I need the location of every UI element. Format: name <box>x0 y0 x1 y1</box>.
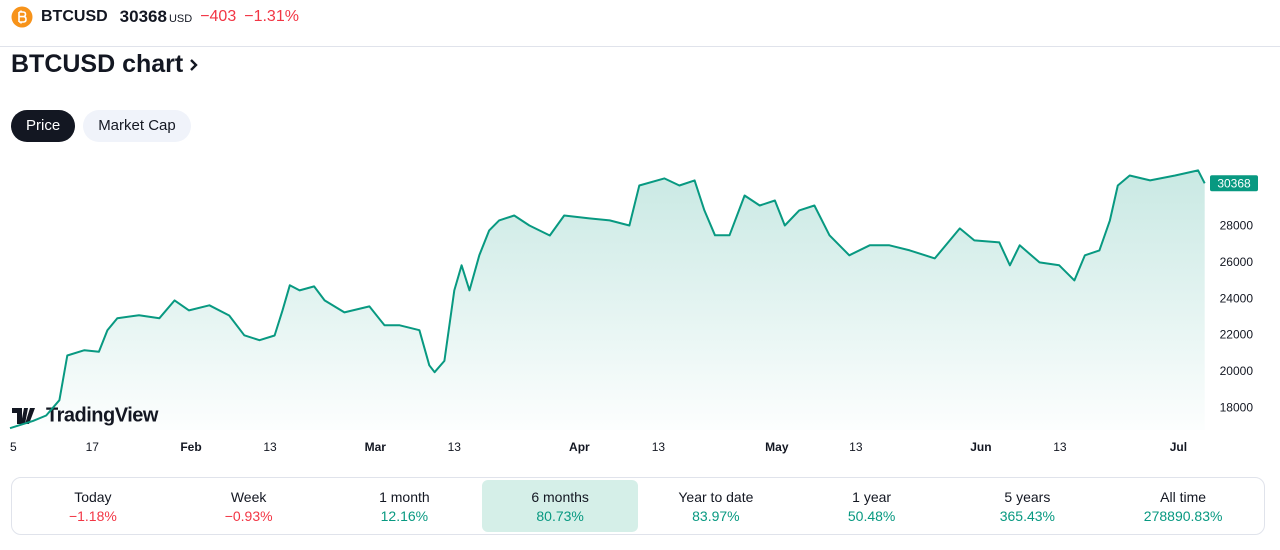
period[interactable]: 1 month 12.16% <box>327 480 483 532</box>
period-label: Week <box>230 488 267 505</box>
x-tick-label: 13 <box>849 440 863 454</box>
price: 30368 <box>119 7 167 26</box>
change: −403 <box>200 8 237 25</box>
period-change: −0.93% <box>224 507 273 524</box>
period-label: Year to date <box>678 488 754 505</box>
period[interactable]: 5 years 365.43% <box>950 480 1106 532</box>
period-change: 50.48% <box>847 507 896 524</box>
symbol-header: BTCUSD 30368 USD −403 −1.31% <box>11 6 299 28</box>
divider <box>0 46 1280 47</box>
x-tick-label: 13 <box>448 440 462 454</box>
y-tick-label: 20000 <box>1220 364 1254 378</box>
x-tick-label: Jul <box>1170 440 1187 454</box>
x-tick-label: Mar <box>365 440 387 454</box>
branding: TradingView <box>46 404 159 426</box>
y-tick-label: 18000 <box>1220 400 1254 414</box>
period-change: 365.43% <box>999 507 1056 524</box>
symbol[interactable]: BTCUSD <box>41 8 108 25</box>
y-tick-label: 26000 <box>1220 255 1254 269</box>
x-tick-label: May <box>765 440 789 454</box>
period-change: −1.18% <box>68 507 117 524</box>
title: BTCUSD chart <box>11 50 184 78</box>
period-label: 6 months <box>531 488 589 505</box>
period-change: 12.16% <box>380 507 429 524</box>
x-tick-label: Apr <box>569 440 590 454</box>
x-tick-label: Jun <box>970 440 991 454</box>
y-tick-label: 22000 <box>1220 328 1254 342</box>
coin-icon <box>11 6 33 28</box>
period[interactable]: All time 278890.83% <box>1105 480 1261 532</box>
period[interactable]: Today −1.18% <box>15 480 171 532</box>
chart: TradingView 18000 20000 22000 24000 26000 280… <box>9 169 1258 454</box>
chevron <box>190 58 198 71</box>
period-label: 1 month <box>379 488 430 505</box>
y-tick-label: 24000 <box>1220 291 1254 305</box>
currency: USD <box>168 13 193 25</box>
period[interactable]: 6 months 80.73% <box>482 480 638 532</box>
period-bar: Today −1.18% Week −0.93% 1 month 12.16% 6 mont… <box>11 477 1265 535</box>
tab[interactable]: Price <box>11 110 76 142</box>
y-tick-label: 28000 <box>1220 219 1254 233</box>
chart-link[interactable]: BTCUSD chart <box>11 50 199 79</box>
period-label: All time <box>1160 488 1207 505</box>
x-tick-label: 13 <box>1053 440 1067 454</box>
last-price-tag <box>1210 175 1258 192</box>
period-label: 5 years <box>1004 488 1051 505</box>
x-tick-label: Feb <box>180 440 201 454</box>
tab[interactable]: Market Cap <box>83 110 191 142</box>
x-tick-label: 17 <box>86 440 100 454</box>
x-tick-label: 13 <box>652 440 666 454</box>
last-price-label: 30368 <box>1217 176 1251 190</box>
period[interactable]: Week −0.93% <box>171 480 327 532</box>
period-label: 1 year <box>852 488 892 505</box>
area-fill <box>10 170 1205 430</box>
price-line <box>9 169 1206 430</box>
period-change: 83.97% <box>692 507 740 524</box>
x-tick-label: 5 <box>10 440 17 454</box>
period-label: Today <box>74 488 112 505</box>
period[interactable]: Year to date 83.97% <box>638 480 794 532</box>
period[interactable]: 1 year 50.48% <box>794 480 950 532</box>
x-tick-label: 13 <box>263 440 277 454</box>
period-change: 278890.83% <box>1143 507 1223 524</box>
change-percent: −1.31% <box>244 8 299 25</box>
period-change: 80.73% <box>536 507 584 524</box>
watermark: TradingView <box>12 404 159 426</box>
tabs: Price Market Cap <box>11 110 191 142</box>
